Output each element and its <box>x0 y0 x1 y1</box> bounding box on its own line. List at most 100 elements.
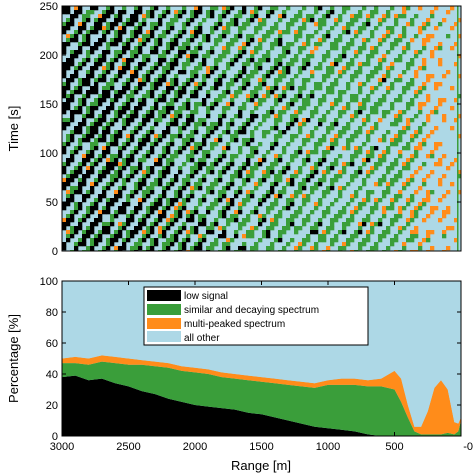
heatmap-cell <box>206 38 211 43</box>
heatmap-cell <box>202 198 207 203</box>
heatmap-cell <box>146 74 151 79</box>
heatmap-cell <box>270 206 275 211</box>
heatmap-cell <box>242 106 247 111</box>
heatmap-cell <box>174 110 179 115</box>
heatmap-cell <box>94 86 99 91</box>
heatmap-cell <box>94 162 99 167</box>
heatmap-cell <box>198 118 203 123</box>
heatmap-cell <box>146 170 151 175</box>
heatmap-cell <box>122 178 127 183</box>
heatmap-cell <box>262 22 267 27</box>
heatmap-cell <box>146 186 151 191</box>
heatmap-cell <box>194 170 199 175</box>
heatmap-cell <box>66 22 71 27</box>
heatmap-cell <box>286 82 291 87</box>
heatmap-cell <box>262 118 267 123</box>
heatmap-cell <box>378 154 383 159</box>
heatmap-cell <box>314 186 319 191</box>
heatmap-cell <box>122 106 127 111</box>
heatmap-cell <box>66 38 71 43</box>
heatmap-cell <box>70 198 75 203</box>
heatmap-cell <box>418 66 423 71</box>
heatmap-cell <box>106 202 111 207</box>
heatmap-cell <box>234 74 239 79</box>
heatmap-cell <box>122 158 127 163</box>
heatmap-cell <box>378 42 383 47</box>
heatmap-cell <box>78 238 83 243</box>
heatmap-cell <box>142 54 147 59</box>
heatmap-cell <box>374 46 379 51</box>
heatmap-cell <box>330 90 335 95</box>
heatmap-cell <box>82 174 87 179</box>
heatmap-cell <box>438 182 443 187</box>
heatmap-cell <box>82 98 87 103</box>
heatmap-cell <box>438 42 443 47</box>
heatmap-cell <box>206 94 211 99</box>
heatmap-cell <box>86 194 91 199</box>
heatmap-cell <box>386 226 391 231</box>
heatmap-cell <box>138 178 143 183</box>
heatmap-cell <box>126 62 131 67</box>
heatmap-cell <box>210 30 215 35</box>
heatmap-cell <box>438 162 443 167</box>
heatmap-cell <box>158 138 163 143</box>
heatmap-cell <box>90 74 95 79</box>
heatmap-cell <box>214 6 219 11</box>
heatmap-cell <box>426 38 431 43</box>
heatmap-cell <box>102 114 107 119</box>
heatmap-cell <box>158 22 163 27</box>
heatmap-cell <box>146 30 151 35</box>
heatmap-cell <box>182 26 187 31</box>
heatmap-cell <box>122 102 127 107</box>
heatmap-cell <box>278 238 283 243</box>
heatmap-cell <box>310 134 315 139</box>
heatmap-cell <box>158 154 163 159</box>
heatmap-cell <box>418 242 423 247</box>
heatmap-cell <box>250 134 255 139</box>
heatmap-cell <box>334 214 339 219</box>
heatmap-cell <box>330 226 335 231</box>
heatmap-cell <box>146 210 151 215</box>
heatmap-cell <box>358 90 363 95</box>
heatmap-cell <box>130 230 135 235</box>
heatmap-cell <box>198 218 203 223</box>
heatmap-cell <box>270 202 275 207</box>
heatmap-cell <box>114 98 119 103</box>
heatmap-cell <box>362 162 367 167</box>
heatmap-cell <box>70 58 75 63</box>
heatmap-cell <box>434 106 439 111</box>
heatmap-cell <box>230 38 235 43</box>
heatmap-cell <box>102 246 107 251</box>
heatmap-cell <box>74 126 79 131</box>
heatmap-cell <box>454 22 459 27</box>
heatmap-cell <box>290 158 295 163</box>
heatmap-cell <box>94 142 99 147</box>
heatmap-cell <box>314 246 319 251</box>
heatmap-cell <box>154 6 159 11</box>
heatmap-y-tick-label: 200 <box>40 50 58 62</box>
heatmap-cell <box>82 198 87 203</box>
heatmap-cell <box>406 86 411 91</box>
heatmap-cell <box>450 46 455 51</box>
heatmap-cell <box>390 30 395 35</box>
heatmap-cell <box>310 150 315 155</box>
heatmap-cell <box>270 162 275 167</box>
heatmap-cell <box>174 10 179 15</box>
heatmap-cell <box>282 90 287 95</box>
heatmap-cell <box>154 206 159 211</box>
heatmap-cell <box>118 234 123 239</box>
heatmap-cell <box>258 102 263 107</box>
heatmap-cell <box>382 190 387 195</box>
heatmap-cell <box>394 14 399 19</box>
heatmap-cell <box>162 90 167 95</box>
heatmap-cell <box>322 34 327 39</box>
heatmap-cell <box>378 182 383 187</box>
heatmap-cell <box>294 194 299 199</box>
heatmap-cell <box>406 238 411 243</box>
heatmap-cell <box>282 206 287 211</box>
heatmap-cell <box>158 210 163 215</box>
heatmap-cell <box>162 170 167 175</box>
heatmap-cell <box>358 202 363 207</box>
heatmap-cell <box>238 166 243 171</box>
heatmap-cell <box>110 162 115 167</box>
